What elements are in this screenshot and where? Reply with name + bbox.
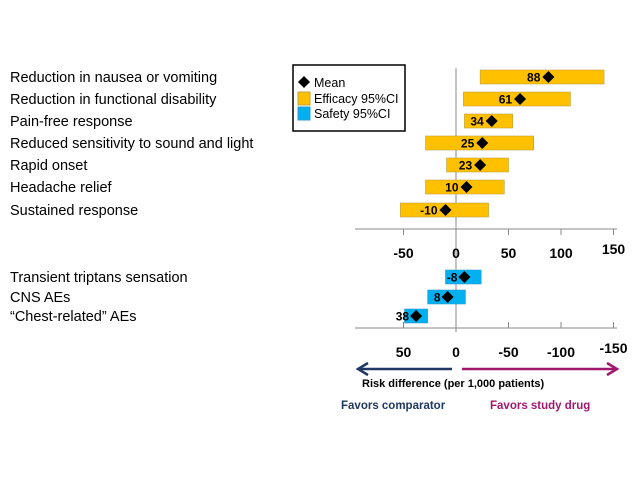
mean-label: 8 xyxy=(434,291,441,305)
category-label: Transient triptans sensation xyxy=(10,270,188,286)
mean-label: 25 xyxy=(461,137,475,151)
tick-label: 50 xyxy=(501,245,517,261)
legend-mean-label: Mean xyxy=(314,76,345,90)
mean-marker xyxy=(460,181,473,193)
favors-comparator-label: Favors comparator xyxy=(341,400,446,412)
arrow-head-left-icon xyxy=(355,361,369,377)
tick-label: -50 xyxy=(393,245,413,261)
category-label: Sustained response xyxy=(10,203,138,219)
mean-marker xyxy=(474,159,487,171)
tick-label: 50 xyxy=(396,344,412,360)
category-label: Rapid onset xyxy=(10,158,87,174)
legend-mean-icon xyxy=(298,76,310,88)
x-axis-label: Risk difference (per 1,000 patients) xyxy=(362,378,545,390)
category-label: Reduction in functional disability xyxy=(10,92,217,108)
mean-marker xyxy=(542,71,555,83)
category-label: CNS AEs xyxy=(10,290,70,306)
category-label: Reduced sensitivity to sound and light xyxy=(10,136,253,152)
mean-marker xyxy=(441,291,454,303)
tick-label: 0 xyxy=(452,245,460,261)
tick-label: 0 xyxy=(452,344,460,360)
mean-marker xyxy=(514,93,527,105)
mean-marker xyxy=(485,115,498,127)
mean-label: -8 xyxy=(447,271,458,285)
tick-label: -50 xyxy=(498,344,518,360)
efficacy-ci-bar xyxy=(479,69,605,85)
mean-marker xyxy=(410,310,423,322)
tick-label: -100 xyxy=(547,344,575,360)
legend-efficacy-swatch xyxy=(297,91,311,106)
category-label: Pain-free response xyxy=(10,114,133,130)
legend-safety-swatch xyxy=(297,106,311,121)
arrow-head-right-icon xyxy=(606,361,620,377)
category-label: Headache relief xyxy=(10,180,113,196)
legend-box xyxy=(292,64,406,132)
mean-label: 38 xyxy=(396,310,410,324)
mean-label: 10 xyxy=(445,181,459,195)
category-label: “Chest-related” AEs xyxy=(10,309,137,325)
mean-label: 23 xyxy=(459,159,473,173)
mean-label: -10 xyxy=(420,204,438,218)
tick-label: 100 xyxy=(549,245,573,261)
mean-marker xyxy=(476,137,489,149)
tick-label: 150 xyxy=(602,241,626,257)
legend-safety-label: Safety 95%CI xyxy=(314,107,390,121)
favors-study-drug-label: Favors study drug xyxy=(490,400,590,412)
mean-label: 61 xyxy=(499,93,513,107)
mean-marker xyxy=(458,271,471,283)
mean-marker xyxy=(439,204,452,216)
mean-label: 34 xyxy=(470,115,484,129)
tick-label: -150 xyxy=(599,340,627,356)
category-label: Reduction in nausea or vomiting xyxy=(10,70,217,86)
mean-label: 88 xyxy=(527,71,541,85)
legend-efficacy-label: Efficacy 95%CI xyxy=(314,92,399,106)
